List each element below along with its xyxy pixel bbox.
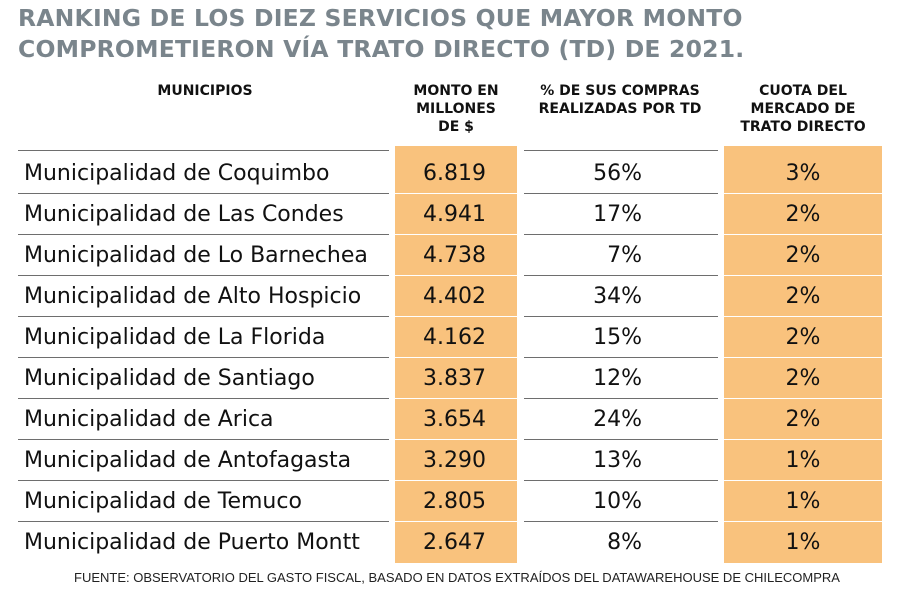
row-divider (524, 234, 718, 235)
monto-value: 4.402 (423, 284, 486, 309)
percent-value: 17% (593, 202, 642, 227)
header-municipios-line: MUNICIPIOS (157, 83, 253, 99)
municipality-name: Municipalidad de Temuco (24, 489, 302, 514)
highlight-row-divider (724, 316, 882, 317)
row-divider (524, 193, 718, 194)
percent-value: 15% (593, 325, 642, 350)
percent-value: 7% (607, 243, 642, 268)
share-value: 2% (785, 366, 821, 391)
highlight-row-divider (724, 480, 882, 481)
row-divider (18, 521, 389, 522)
highlight-row-divider (395, 398, 517, 399)
municipality-name: Municipalidad de Alto Hospicio (24, 284, 362, 309)
highlight-row-divider (395, 439, 517, 440)
municipality-name: Municipalidad de Arica (24, 407, 274, 432)
highlight-row-divider (395, 275, 517, 276)
row-divider (18, 316, 389, 317)
municipality-name: Municipalidad de La Florida (24, 325, 326, 350)
header-porcentaje: % DE SUS COMPRAS REALIZADAS POR TD (522, 82, 718, 118)
highlight-row-divider (724, 521, 882, 522)
header-monto: MONTO EN MILLONES DE $ (395, 82, 517, 136)
highlight-row-divider (395, 357, 517, 358)
highlight-row-divider (724, 357, 882, 358)
percent-value: 8% (607, 530, 642, 555)
percent-value: 10% (593, 489, 642, 514)
share-value: 2% (785, 243, 821, 268)
header-porcentaje-line: % DE SUS COMPRAS (540, 83, 700, 99)
monto-value: 4.941 (423, 202, 486, 227)
highlight-row-divider (724, 439, 882, 440)
header-municipios: MUNICIPIOS (110, 82, 300, 100)
highlight-row-divider (395, 521, 517, 522)
row-divider (524, 480, 718, 481)
header-cuota-line: TRATO DIRECTO (740, 119, 866, 135)
share-value: 2% (785, 284, 821, 309)
row-divider (18, 357, 389, 358)
percent-value: 24% (593, 407, 642, 432)
row-divider (18, 275, 389, 276)
row-divider (524, 398, 718, 399)
highlight-row-divider (724, 275, 882, 276)
municipality-name: Municipalidad de Coquimbo (24, 161, 330, 186)
highlight-row-divider (395, 316, 517, 317)
highlight-row-divider (395, 480, 517, 481)
monto-value: 2.647 (423, 530, 486, 555)
monto-value: 2.805 (423, 489, 486, 514)
monto-value: 3.290 (423, 448, 486, 473)
header-divider (18, 150, 389, 151)
percent-value: 13% (593, 448, 642, 473)
percent-value: 34% (593, 284, 642, 309)
share-value: 1% (785, 530, 821, 555)
row-divider (18, 193, 389, 194)
share-value: 2% (785, 325, 821, 350)
monto-value: 3.837 (423, 366, 486, 391)
highlight-row-divider (724, 193, 882, 194)
municipality-name: Municipalidad de Lo Barnechea (24, 243, 368, 268)
monto-value: 4.162 (423, 325, 486, 350)
row-divider (18, 439, 389, 440)
municipality-name: Municipalidad de Las Condes (24, 202, 344, 227)
highlight-row-divider (724, 398, 882, 399)
highlight-row-divider (724, 234, 882, 235)
municipality-name: Municipalidad de Puerto Montt (24, 530, 360, 555)
share-value: 1% (785, 448, 821, 473)
row-divider (18, 398, 389, 399)
share-value: 3% (785, 161, 821, 186)
monto-column-highlight (395, 146, 517, 563)
header-cuota: CUOTA DEL MERCADO DE TRATO DIRECTO (724, 82, 882, 136)
row-divider (18, 234, 389, 235)
header-monto-line: MILLONES (416, 101, 496, 117)
header-monto-line: DE $ (438, 119, 474, 135)
share-value: 1% (785, 489, 821, 514)
header-divider (524, 150, 718, 151)
row-divider (18, 480, 389, 481)
header-cuota-line: CUOTA DEL (759, 83, 847, 99)
row-divider (524, 521, 718, 522)
monto-value: 3.654 (423, 407, 486, 432)
municipality-name: Municipalidad de Santiago (24, 366, 315, 391)
header-monto-line: MONTO EN (413, 83, 499, 99)
highlight-row-divider (395, 234, 517, 235)
share-value: 2% (785, 407, 821, 432)
monto-value: 6.819 (423, 161, 486, 186)
header-porcentaje-line: REALIZADAS POR TD (538, 101, 702, 117)
row-divider (524, 439, 718, 440)
header-cuota-line: MERCADO DE (750, 101, 856, 117)
percent-value: 12% (593, 366, 642, 391)
monto-value: 4.738 (423, 243, 486, 268)
chart-title: RANKING DE LOS DIEZ SERVICIOS QUE MAYOR … (18, 3, 888, 65)
share-value: 2% (785, 202, 821, 227)
row-divider (524, 316, 718, 317)
title-line-1: RANKING DE LOS DIEZ SERVICIOS QUE MAYOR … (18, 4, 743, 32)
highlight-row-divider (395, 193, 517, 194)
row-divider (524, 275, 718, 276)
title-line-2: COMPROMETIERON VÍA TRATO DIRECTO (TD) DE… (18, 35, 745, 63)
cuota-column-highlight (724, 146, 882, 563)
municipality-name: Municipalidad de Antofagasta (24, 448, 352, 473)
source-footnote: FUENTE: OBSERVATORIO DEL GASTO FISCAL, B… (74, 570, 840, 585)
row-divider (524, 357, 718, 358)
percent-value: 56% (593, 161, 642, 186)
